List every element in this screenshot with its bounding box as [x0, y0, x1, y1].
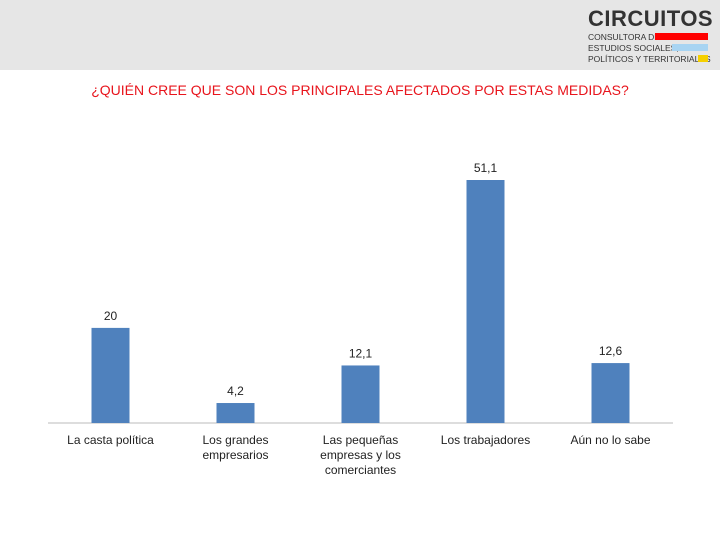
- data-label: 20: [104, 309, 118, 323]
- data-label: 12,6: [599, 344, 623, 358]
- logo-tagline: ESTUDIOS SOCIALES,: [588, 43, 679, 53]
- x-tick-label: Aún no lo sabe: [570, 433, 651, 447]
- data-label: 51,1: [474, 161, 498, 175]
- header-band: [0, 0, 720, 70]
- x-tick-label: Los grandes empresarios: [202, 433, 269, 462]
- bar: [91, 327, 130, 423]
- x-tick-label: La casta política: [67, 433, 154, 447]
- data-label: 4,2: [227, 384, 244, 398]
- x-tick-label: Los trabajadores: [440, 433, 531, 447]
- logo-stripe: [698, 55, 708, 62]
- logo: CIRCUITOS: [588, 6, 714, 31]
- x-tick-label: Las pequeñas empresas y los comerciantes: [320, 433, 401, 477]
- bar: [216, 403, 255, 423]
- data-label: 12,1: [349, 346, 373, 360]
- bar: [591, 363, 630, 423]
- bar: [341, 365, 380, 423]
- logo-stripe: [672, 44, 708, 51]
- bar: [466, 180, 505, 423]
- logo-tagline: POLÍTICOS Y TERRITORIALES: [588, 54, 711, 64]
- logo-tagline: CONSULTORA DE: [588, 32, 660, 42]
- chart-title: ¿QUIÉN CREE QUE SON LOS PRINCIPALES AFEC…: [91, 82, 629, 98]
- logo-stripe: [655, 33, 708, 40]
